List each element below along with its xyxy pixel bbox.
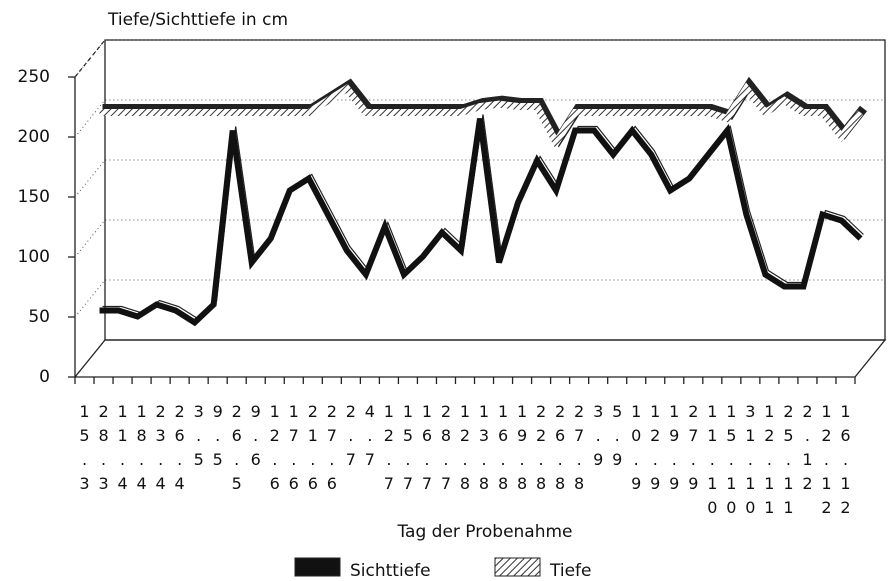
y-tick-label: 0: [39, 367, 50, 387]
x-tick-label: 27.8: [570, 402, 589, 498]
floor: [73, 339, 887, 378]
x-tick-label: 2.7: [341, 402, 360, 474]
x-tick-label: 12.8: [456, 402, 475, 498]
x-tick-label: 28.3: [94, 402, 113, 498]
y-axis-title: Tiefe/Sichttiefe in cm: [107, 10, 288, 30]
x-tick-label: 31.10: [741, 402, 760, 522]
y-tick-label: 100: [18, 247, 50, 267]
plot-area: [73, 39, 887, 378]
y-tick-label: 200: [18, 127, 50, 147]
x-tick-label: 28.7: [436, 402, 455, 498]
x-tick-label: 3.5: [189, 402, 208, 474]
x-tick-label: 12.11: [760, 402, 779, 522]
x-tick-label: 2.12: [798, 402, 817, 498]
legend-swatch: [494, 557, 541, 577]
x-tick-label: 19.8: [513, 402, 532, 498]
x-tick-label: 4.7: [360, 402, 379, 474]
x-tick-label: 5.9: [608, 402, 627, 474]
grid-line: [74, 219, 885, 258]
x-tick-label: 16.7: [417, 402, 436, 498]
grid-line: [74, 39, 885, 78]
legend-swatch: [294, 557, 341, 577]
x-tick-label: 12.6: [265, 402, 284, 498]
x-tick-label: 15.10: [722, 402, 741, 522]
x-tick-label: 19.9: [665, 402, 684, 498]
series-line: [99, 118, 863, 327]
x-tick-label: 13.8: [475, 402, 494, 498]
x-axis-title: Tag der Probenahme: [396, 522, 572, 542]
x-tick-label: 23.4: [151, 402, 170, 498]
x-tick-label: 27.6: [322, 402, 341, 498]
x-tick-label: 16.8: [494, 402, 513, 498]
y-tick-label: 150: [18, 187, 50, 207]
x-tick-label: 3.9: [589, 402, 608, 474]
back-wall: [104, 39, 886, 341]
x-tick-label: 18.4: [132, 402, 151, 498]
x-tick-label: 21.6: [303, 402, 322, 498]
grid-line: [74, 279, 885, 318]
grid-line: [74, 159, 885, 198]
x-tick-label: 25.11: [779, 402, 798, 522]
x-tick-label: 12.9: [646, 402, 665, 498]
x-tick-label: 17.6: [284, 402, 303, 498]
x-tick-label: 12.7: [379, 402, 398, 498]
y-tick-label: 50: [28, 307, 50, 327]
x-tick-label: 26.8: [551, 402, 570, 498]
x-tick-label: 9.5: [208, 402, 227, 474]
x-tick-label: 22.8: [532, 402, 551, 498]
x-tick-label: 11.10: [703, 402, 722, 522]
x-tick-label: 26.4: [170, 402, 189, 498]
x-tick-label: 16.12: [836, 402, 855, 522]
x-tick-label: 15.3: [75, 402, 94, 498]
x-tick-label: 10.9: [627, 402, 646, 498]
wall-edge: [74, 39, 106, 78]
x-tick-label: 12.12: [817, 402, 836, 522]
x-tick-label: 15.7: [398, 402, 417, 498]
y-tick-label: 250: [18, 67, 50, 87]
series-line: [99, 82, 864, 150]
legend-label: Tiefe: [549, 561, 592, 581]
x-tick-label: 27.9: [684, 402, 703, 498]
x-tick-label: 11.4: [113, 402, 132, 498]
legend-label: Sichttiefe: [350, 561, 431, 581]
x-tick-label: 26.5: [227, 402, 246, 498]
x-tick-label: 9.6: [246, 402, 265, 474]
